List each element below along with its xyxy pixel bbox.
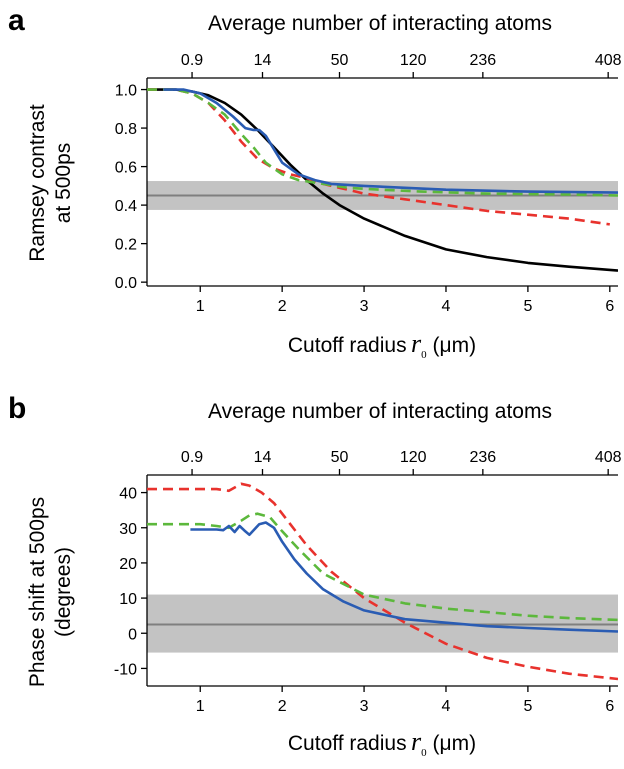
svg-text:Cutoff radius r0 (μm): Cutoff radius r0 (μm): [288, 329, 476, 361]
panel-b-top-tick-label: 14: [254, 449, 272, 466]
panel-a-y-axis-label-line-2: at 500ps: [52, 143, 75, 224]
panel-a-series-line-4: [163, 88, 618, 194]
panel-a-x-tick-label: 2: [278, 298, 287, 315]
panel-a-y-tick-label: 1.0: [115, 83, 137, 100]
panel-a-x-tick-label: 4: [442, 298, 451, 315]
panel-b-top-tick-label: 408: [595, 449, 622, 466]
panel-a-y-tick-label: 0.0: [115, 275, 137, 292]
panel-a: a Average number of interacting atoms Ra…: [8, 4, 622, 361]
panel-a-x-axis-unit: (μm): [433, 334, 477, 357]
panel-a-x-tick-label: 5: [523, 298, 532, 315]
panel-a-top-tick-label: 50: [331, 52, 349, 69]
panel-a-y-axis-label: Ramsey contrast at 500ps: [26, 104, 75, 262]
panel-b-top-tick-label: 236: [469, 449, 496, 466]
panel-b: b Average number of interacting atoms Ph…: [8, 392, 622, 759]
panel-b-top-tick-label: 50: [331, 449, 349, 466]
panel-b-series-line-3: [190, 521, 618, 633]
panel-b-top-tick-label: 120: [400, 449, 427, 466]
panel-b-top-axis-title: Average number of interacting atoms: [208, 400, 552, 423]
panel-b-x-tick-label: 6: [605, 698, 614, 715]
panel-b-y-axis-label-line-1: Phase shift at 500ps: [26, 497, 49, 687]
panel-b-x-axis-label-text: Cutoff radius: [288, 732, 407, 755]
panel-b-x-axis-symbol: r: [411, 727, 422, 756]
panel-a-series-line-3: [147, 88, 618, 197]
panel-a-top-tick-label: 0.9: [181, 52, 203, 69]
panel-a-top-tick-label: 408: [595, 52, 622, 69]
panel-a-series-line-1: [147, 88, 618, 272]
panel-a-y-tick-label: 0.2: [115, 237, 137, 254]
panel-a-letter: a: [8, 4, 25, 37]
panel-a-y-tick-label: 0.8: [115, 121, 137, 138]
panel-b-y-axis-label: Phase shift at 500ps (degrees): [26, 497, 75, 687]
svg-text:Cutoff radius r0 (μm): Cutoff radius r0 (μm): [288, 727, 476, 759]
panel-a-top-tick-label: 120: [400, 52, 427, 69]
panel-b-y-tick-label: 0: [128, 626, 137, 643]
panel-b-x-tick-label: 1: [196, 698, 205, 715]
panel-a-y-axis-label-line-1: Ramsey contrast: [26, 104, 49, 262]
panel-b-x-tick-label: 4: [442, 698, 451, 715]
panel-b-y-tick-label: 40: [119, 486, 137, 503]
panel-b-y-tick-label: 30: [119, 521, 137, 538]
panel-b-letter: b: [8, 392, 26, 425]
panel-b-y-tick-label: 20: [119, 556, 137, 573]
panel-a-top-tick-label: 236: [469, 52, 496, 69]
panel-a-x-axis-label: Cutoff radius r0 (μm): [288, 329, 476, 361]
panel-b-series-line-1: [147, 482, 618, 681]
panel-a-x-tick-label: 6: [605, 298, 614, 315]
panel-b-x-axis-label: Cutoff radius r0 (μm): [288, 727, 476, 759]
panel-a-top-axis-title: Average number of interacting atoms: [208, 12, 552, 35]
panel-a-x-tick-label: 3: [360, 298, 369, 315]
panel-b-x-axis-unit: (μm): [433, 732, 477, 755]
panel-a-top-tick-label: 14: [254, 52, 272, 69]
panel-b-top-tick-label: 0.9: [181, 449, 203, 466]
panel-b-x-tick-label: 2: [278, 698, 287, 715]
panel-a-y-tick-label: 0.6: [115, 160, 137, 177]
panel-a-x-axis-symbol: r: [411, 329, 422, 358]
panel-b-y-tick-label: 10: [119, 591, 137, 608]
panel-a-x-axis-subscript: 0: [421, 349, 427, 361]
panel-b-x-tick-label: 5: [523, 698, 532, 715]
panel-b-plot-area: 1 2 3 4 5 6 0.9 14 50 120 236 408 -10 0 10 20 30 40: [114, 449, 622, 715]
panel-a-x-tick-label: 1: [196, 298, 205, 315]
panel-b-x-tick-label: 3: [360, 698, 369, 715]
panel-b-series-line-2: [147, 512, 618, 622]
panel-b-y-tick-label: -10: [114, 661, 137, 678]
panel-a-x-axis-label-text: Cutoff radius: [288, 334, 407, 357]
panel-b-y-axis-label-line-2: (degrees): [52, 547, 75, 637]
panel-a-y-tick-label: 0.4: [115, 198, 137, 215]
panel-a-plot-area: 1 2 3 4 5 6 0.9 14 50 120 236 408 0.0 0.2 0.4 0.6 0.8 1.0: [115, 52, 622, 315]
panel-b-x-axis-subscript: 0: [421, 747, 427, 759]
